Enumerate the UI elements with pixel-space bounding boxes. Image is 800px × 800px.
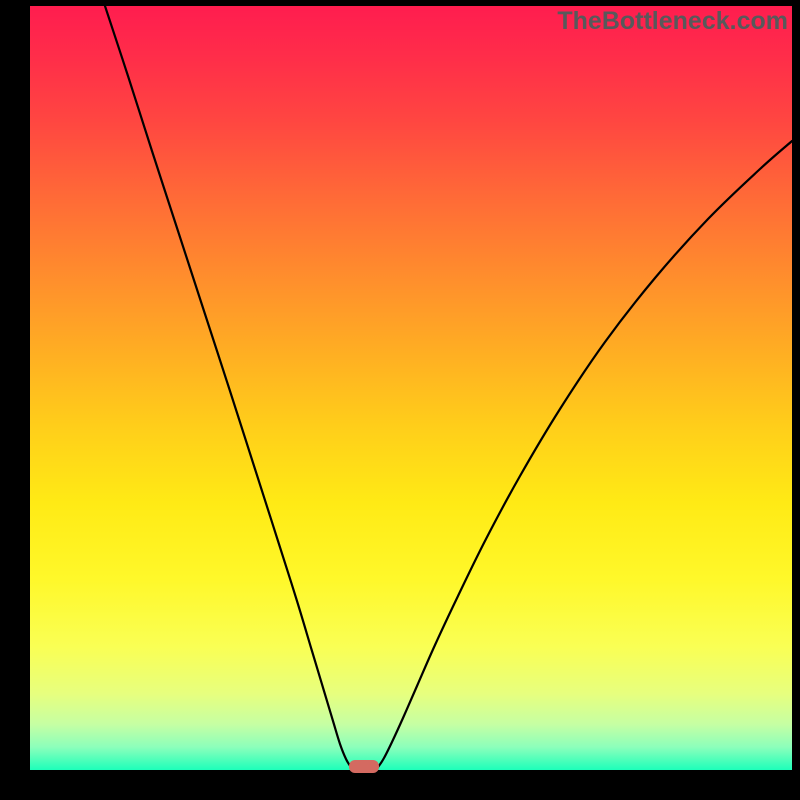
chart-frame: TheBottleneck.com xyxy=(0,0,800,800)
watermark-text: TheBottleneck.com xyxy=(557,7,788,36)
bottleneck-marker xyxy=(349,760,379,773)
plot-area xyxy=(30,6,792,770)
v-curve xyxy=(30,6,792,770)
